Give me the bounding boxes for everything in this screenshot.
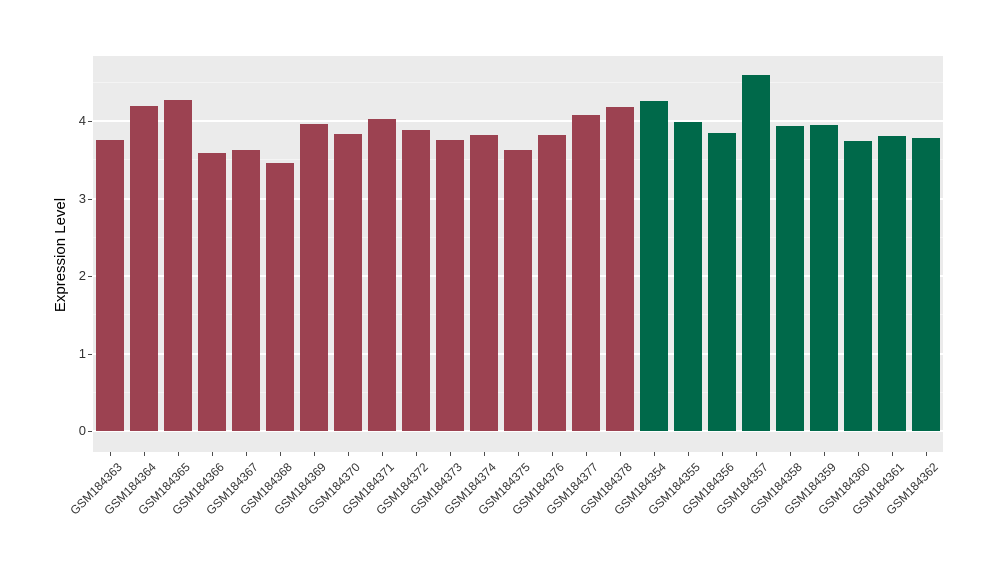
y-tick-mark [88,353,92,355]
x-tick-mark [755,452,757,456]
x-tick-mark [687,452,689,456]
y-tick-label: 0 [78,423,86,438]
bar-GSM184355 [674,121,702,431]
x-tick-mark [619,452,621,456]
y-tick-label: 1 [78,345,86,361]
bar-GSM184373 [436,139,464,431]
y-tick-mark [88,121,92,122]
bar-GSM184370 [334,134,362,431]
bar-GSM184375 [504,149,532,431]
y-tick-mark [88,198,92,200]
y-tick-mark [88,431,92,432]
x-tick-mark [517,452,519,456]
gridline-major [93,120,943,122]
x-tick-mark [279,452,281,456]
x-tick-mark [721,452,723,456]
x-tick-mark [109,452,111,456]
bar-GSM184371 [368,119,396,431]
x-tick-mark [551,452,553,456]
bar-GSM184365 [164,100,192,431]
bar-GSM184361 [878,135,906,431]
x-tick-mark [483,452,485,456]
bar-GSM184376 [538,134,566,431]
bar-GSM184362 [912,138,940,431]
bar-GSM184369 [300,124,328,431]
x-tick-mark [415,452,417,456]
bar-GSM184356 [708,133,736,431]
y-tick-label: 4 [78,113,86,128]
x-tick-mark [313,452,315,456]
x-tick-mark [585,452,587,456]
gridline-minor [93,81,943,83]
x-tick-mark [925,452,927,456]
bar-GSM184372 [402,130,430,431]
bar-GSM184358 [776,126,804,431]
bar-GSM184364 [130,106,158,431]
y-tick-label: 3 [78,190,86,206]
x-tick-mark [449,452,451,456]
bar-GSM184378 [606,107,634,431]
x-tick-mark [789,452,791,456]
x-tick-mark [347,452,349,456]
x-tick-mark [245,452,247,456]
bar-GSM184374 [470,134,498,431]
x-tick-mark [143,452,145,456]
gridline-major [93,430,943,432]
bar-GSM184366 [198,152,226,431]
bar-GSM184359 [810,124,838,431]
x-tick-mark [857,452,859,456]
bar-GSM184360 [844,141,872,431]
bar-GSM184377 [572,114,600,431]
x-tick-mark [823,452,825,456]
x-tick-mark [653,452,655,456]
bar-GSM184368 [266,162,294,431]
x-tick-mark [891,452,893,456]
y-tick-mark [88,276,92,277]
x-tick-mark [211,452,213,456]
x-tick-mark [381,452,383,456]
bar-GSM184357 [742,74,770,431]
plot-panel [93,56,943,452]
bar-GSM184354 [640,100,668,431]
x-tick-mark [177,452,179,456]
y-tick-label: 2 [78,268,86,283]
bar-GSM184363 [96,140,124,431]
bar-GSM184367 [232,150,260,431]
